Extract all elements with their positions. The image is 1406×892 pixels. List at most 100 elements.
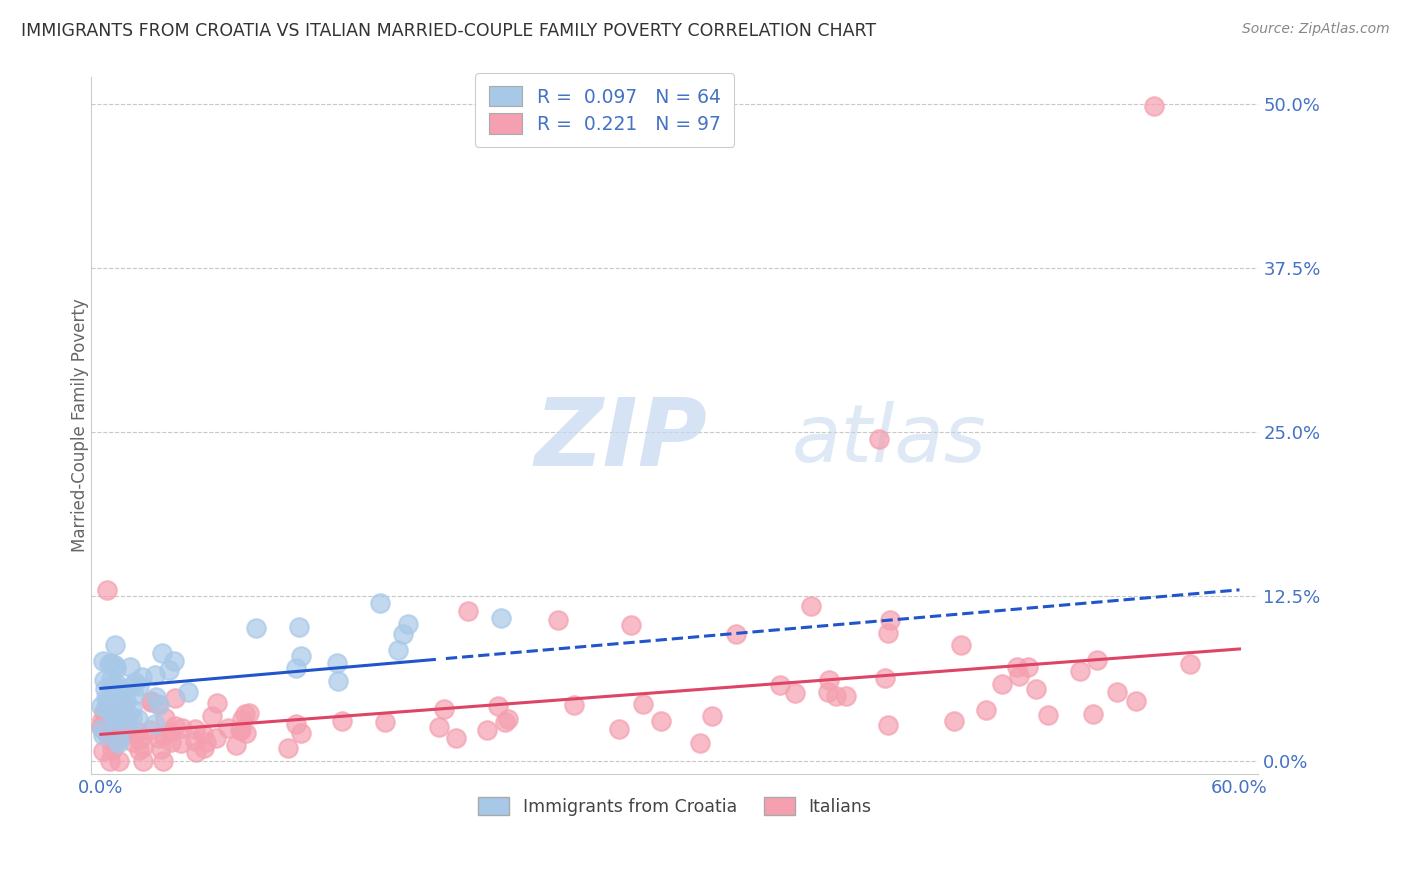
Point — [285, 661, 308, 675]
Point — [98, 754, 121, 768]
Point — [122, 688, 145, 702]
Point — [432, 702, 454, 716]
Point — [974, 703, 997, 717]
Point — [1017, 660, 1039, 674]
Point — [100, 743, 122, 757]
Point — [427, 720, 450, 734]
Point — [326, 674, 349, 689]
Point — [114, 710, 136, 724]
Point — [207, 696, 229, 710]
Point — [444, 731, 467, 745]
Point — [103, 638, 125, 652]
Point — [326, 657, 349, 671]
Point — [111, 699, 134, 714]
Point — [290, 649, 312, 664]
Point — [229, 723, 252, 738]
Point — [128, 680, 150, 694]
Point — [146, 697, 169, 711]
Point — [97, 702, 120, 716]
Text: ZIP: ZIP — [534, 393, 707, 485]
Point — [457, 604, 479, 618]
Point — [170, 736, 193, 750]
Point — [115, 717, 138, 731]
Point — [101, 729, 124, 743]
Point — [868, 432, 890, 446]
Point — [97, 694, 120, 708]
Point — [121, 710, 143, 724]
Point — [124, 675, 146, 690]
Point — [97, 728, 120, 742]
Point — [132, 754, 155, 768]
Point — [879, 614, 901, 628]
Point — [104, 706, 127, 720]
Point — [141, 694, 163, 708]
Point — [233, 706, 256, 721]
Text: IMMIGRANTS FROM CROATIA VS ITALIAN MARRIED-COUPLE FAMILY POVERTY CORRELATION CHA: IMMIGRANTS FROM CROATIA VS ITALIAN MARRI… — [21, 22, 876, 40]
Point — [159, 734, 181, 748]
Point — [149, 741, 172, 756]
Point — [94, 682, 117, 697]
Point — [631, 697, 654, 711]
Point — [104, 712, 127, 726]
Point — [170, 721, 193, 735]
Point — [132, 740, 155, 755]
Point — [817, 684, 839, 698]
Point — [330, 714, 353, 729]
Point — [700, 709, 723, 723]
Point — [90, 699, 112, 714]
Point — [97, 657, 120, 672]
Point — [100, 704, 122, 718]
Point — [111, 715, 134, 730]
Point — [111, 682, 134, 697]
Point — [491, 611, 513, 625]
Point — [117, 708, 139, 723]
Point — [392, 627, 415, 641]
Point — [217, 721, 239, 735]
Point — [991, 677, 1014, 691]
Point — [818, 673, 841, 688]
Point — [1007, 660, 1029, 674]
Point — [108, 706, 131, 721]
Point — [800, 599, 823, 613]
Point — [108, 732, 131, 747]
Point — [118, 680, 141, 694]
Point — [153, 711, 176, 725]
Point — [148, 698, 170, 712]
Point — [157, 663, 180, 677]
Point — [96, 726, 118, 740]
Point — [114, 698, 136, 712]
Point — [100, 679, 122, 693]
Point — [1069, 664, 1091, 678]
Point — [163, 691, 186, 706]
Point — [609, 722, 631, 736]
Point — [1008, 669, 1031, 683]
Point — [131, 670, 153, 684]
Point — [127, 725, 149, 739]
Point — [184, 722, 207, 736]
Point — [877, 626, 900, 640]
Point — [93, 705, 115, 719]
Point — [128, 732, 150, 747]
Point — [90, 713, 112, 727]
Point — [785, 686, 807, 700]
Point — [769, 678, 792, 692]
Point — [107, 736, 129, 750]
Point — [107, 709, 129, 723]
Point — [152, 754, 174, 768]
Point — [943, 714, 966, 728]
Point — [91, 722, 114, 736]
Point — [91, 728, 114, 742]
Point — [100, 672, 122, 686]
Point — [374, 715, 396, 730]
Point — [141, 695, 163, 709]
Point — [103, 657, 125, 672]
Point — [368, 596, 391, 610]
Point — [103, 694, 125, 708]
Point — [547, 613, 569, 627]
Point — [1085, 653, 1108, 667]
Point — [104, 675, 127, 690]
Point — [1178, 657, 1201, 672]
Point — [486, 698, 509, 713]
Point — [105, 693, 128, 707]
Point — [877, 718, 900, 732]
